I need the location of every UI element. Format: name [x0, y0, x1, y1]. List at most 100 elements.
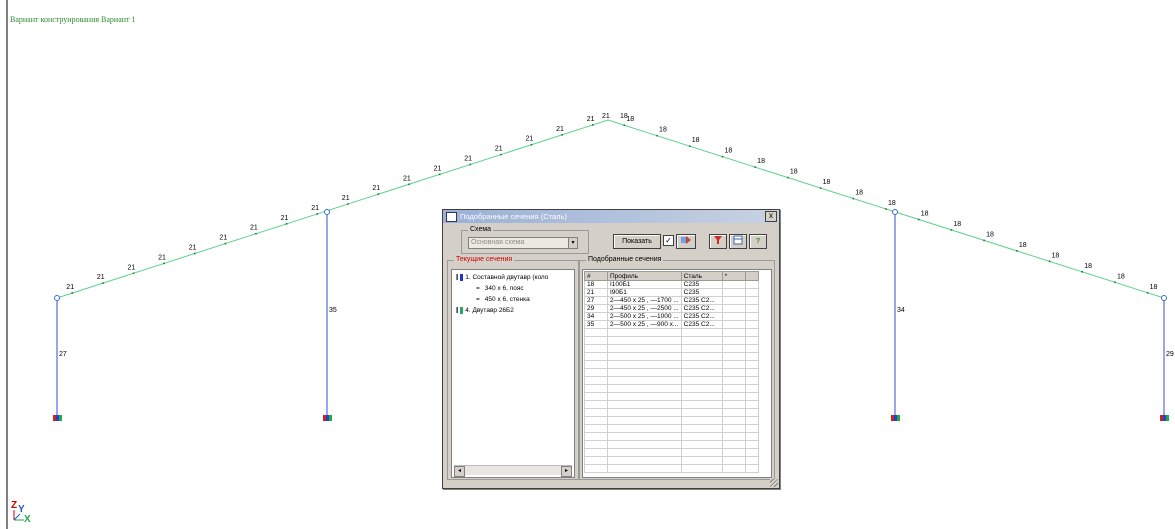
member-node-mark: [852, 197, 855, 200]
table-cell: [721, 384, 746, 393]
table-row[interactable]: [584, 328, 759, 337]
table-row[interactable]: [584, 432, 759, 441]
table-row[interactable]: [584, 456, 759, 465]
column-header[interactable]: Сталь: [680, 271, 723, 281]
tree-item-built-up-ibeam[interactable]: I 1. Составной двутавр (коло: [456, 273, 548, 282]
axis-x-label: X: [24, 514, 31, 525]
rafter-left-section-label: 21: [587, 116, 595, 123]
tree-horizontal-scrollbar[interactable]: ◂ ▸: [454, 465, 572, 477]
table-cell: [607, 432, 682, 441]
table-row[interactable]: 21 I90Б1 С235: [584, 288, 759, 297]
table-row[interactable]: [584, 400, 759, 409]
table-cell: [721, 400, 746, 409]
show-checkbox[interactable]: ✓: [663, 235, 674, 246]
scroll-left-icon[interactable]: ◂: [454, 466, 465, 477]
sections-table[interactable]: # Профиль Сталь * 18 I100Б1 С235 21 I90Б1 С235 27…: [584, 271, 759, 473]
table-row[interactable]: 29 2—450 x 25 , —2500 ... С235 С2...: [584, 304, 759, 313]
table-row[interactable]: 18 I100Б1 С235: [584, 280, 759, 289]
member-node-mark: [1081, 271, 1084, 273]
table-row[interactable]: 27 2—450 x 25 , —1700 ... С235 С2...: [584, 296, 759, 305]
rafter-right-section-label: 18: [1019, 242, 1027, 249]
rafter-left[interactable]: [56, 119, 609, 299]
table-row[interactable]: [584, 336, 759, 345]
table-row[interactable]: [584, 360, 759, 369]
table-cell: [607, 408, 682, 417]
table-cell: [680, 432, 723, 441]
column-header[interactable]: #: [584, 271, 608, 281]
rafter-left-section-label: 21: [342, 195, 350, 202]
table-cell: [744, 392, 759, 401]
table-row[interactable]: [584, 424, 759, 433]
scroll-right-icon[interactable]: ▸: [561, 466, 572, 477]
table-row[interactable]: [584, 440, 759, 449]
frame-node[interactable]: [1161, 295, 1167, 301]
table-cell: [584, 384, 608, 393]
table-cell: [744, 456, 759, 465]
rafter-right-section-label: 18: [1117, 273, 1125, 280]
member-node-mark: [71, 292, 74, 294]
table-cell: 21: [584, 288, 608, 297]
table-cell: [721, 464, 746, 473]
table-row[interactable]: [584, 352, 759, 361]
tree-item-web[interactable]: = 450 x 6, стенка: [476, 295, 530, 304]
table-cell: [721, 432, 746, 441]
table-cell: [680, 344, 723, 353]
table-row[interactable]: [584, 392, 759, 401]
table-view-button[interactable]: [729, 234, 747, 249]
table-row[interactable]: [584, 416, 759, 425]
rafter-left-section-label: 21: [434, 165, 442, 172]
table-row[interactable]: [584, 384, 759, 393]
table-cell: [744, 464, 759, 473]
sections-table-panel[interactable]: # Профиль Сталь * 18 I100Б1 С235 21 I90Б1 С235 27…: [582, 269, 772, 478]
frame-node[interactable]: [892, 209, 898, 215]
table-row[interactable]: [584, 448, 759, 457]
column-header[interactable]: [744, 271, 759, 281]
dialog-title: Подобранные сечения (Сталь): [460, 212, 567, 221]
table-row[interactable]: [584, 464, 759, 473]
table-cell: [584, 360, 608, 369]
tree-item-ibeam-26b2[interactable]: I 4. Двутавр 26Б2: [456, 306, 514, 315]
rafter-left-section-label: 21: [189, 245, 197, 252]
table-cell: [744, 320, 759, 329]
export-button[interactable]: [676, 234, 696, 249]
selected-sections-dialog[interactable]: Подобранные сечения (Сталь) x Схема Осно…: [442, 209, 780, 489]
rafter-right-section-label: 18: [1052, 252, 1060, 259]
filter-icon: [714, 236, 722, 244]
column-header[interactable]: *: [721, 271, 746, 281]
table-cell: [721, 440, 746, 449]
frame-node[interactable]: [54, 295, 60, 301]
resize-grip[interactable]: [770, 479, 778, 487]
table-row[interactable]: [584, 376, 759, 385]
table-row[interactable]: 34 2—500 x 25 , —1000 ... С235 С2...: [584, 312, 759, 321]
support-icon: [1166, 415, 1169, 421]
table-row[interactable]: 35 2—500 x 25 , —900 x... С235 С2...: [584, 320, 759, 329]
table-row[interactable]: [584, 408, 759, 417]
tree-item-flange[interactable]: = 340 x 6, пояс: [476, 284, 524, 293]
table-cell: [607, 328, 682, 337]
member-node-mark: [163, 262, 165, 265]
table-cell: [607, 416, 682, 425]
table-cell: [744, 376, 759, 385]
table-cell: 27: [584, 296, 608, 305]
frame-node[interactable]: [324, 209, 330, 215]
table-row[interactable]: [584, 344, 759, 353]
member-node-mark: [950, 229, 953, 231]
member-node-mark: [193, 252, 196, 255]
member-node-mark: [255, 232, 257, 235]
member-node-mark: [885, 208, 887, 210]
table-cell: [607, 400, 682, 409]
help-button[interactable]: ?: [749, 234, 767, 249]
filter-button[interactable]: [709, 234, 727, 249]
sections-tree[interactable]: I 1. Составной двутавр (коло = 340 x 6, …: [451, 269, 575, 478]
close-button[interactable]: x: [765, 211, 777, 222]
column-header[interactable]: Профиль: [607, 271, 682, 281]
member-node-mark: [408, 183, 410, 186]
table-cell: [744, 368, 759, 377]
scheme-select[interactable]: Основная схема ▾: [468, 237, 578, 249]
dialog-titlebar[interactable]: Подобранные сечения (Сталь) x: [443, 210, 779, 223]
show-button[interactable]: Показать: [613, 234, 661, 249]
table-cell: [744, 312, 759, 321]
axis-y-label: Y: [18, 504, 25, 515]
table-row[interactable]: [584, 368, 759, 377]
